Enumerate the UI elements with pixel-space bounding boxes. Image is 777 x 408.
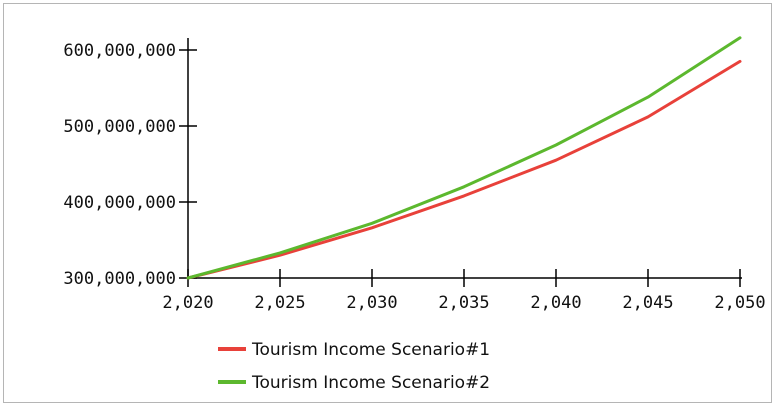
- x-tick-label: 2,050: [714, 293, 765, 313]
- x-tick-label: 2,040: [530, 293, 581, 313]
- series-line-2: [186, 36, 742, 280]
- x-tick-label: 2,030: [346, 293, 397, 313]
- x-tick-label: 2,045: [622, 293, 673, 313]
- series-line-1: [186, 59, 742, 280]
- series-lines: [186, 36, 742, 280]
- legend-label-1: Tourism Income Scenario#1: [251, 340, 490, 360]
- chart-frame: 300,000,000 400,000,000 500,000,000 600,000…: [3, 3, 772, 403]
- x-tick-label: 2,025: [254, 293, 305, 313]
- y-tick-label: 400,000,000: [63, 193, 176, 213]
- legend-label-2: Tourism Income Scenario#2: [251, 373, 490, 393]
- x-ticks: 2,020 2,025 2,030 2,035 2,040 2,045 2,050: [162, 269, 766, 313]
- line-chart: 300,000,000 400,000,000 500,000,000 600,000…: [63, 36, 766, 393]
- x-tick-label: 2,035: [438, 293, 489, 313]
- y-ticks: 300,000,000 400,000,000 500,000,000 600,000…: [63, 41, 197, 289]
- y-tick-label: 600,000,000: [63, 41, 176, 61]
- axes: [187, 38, 742, 279]
- legend: Tourism Income Scenario#1 Tourism Income …: [218, 340, 490, 393]
- y-tick-label: 500,000,000: [63, 117, 176, 137]
- x-tick-label: 2,020: [162, 293, 213, 313]
- y-tick-label: 300,000,000: [63, 269, 176, 289]
